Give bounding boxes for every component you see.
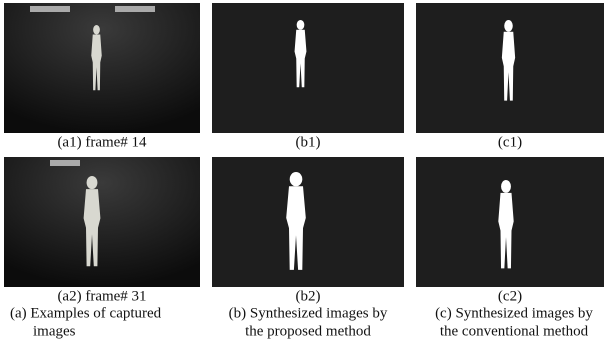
caption-line: the proposed method (245, 323, 371, 339)
panel-label: (b1) (296, 134, 321, 150)
panel-label: (c1) (498, 134, 522, 150)
panel-label: (a1) frame# 14 (57, 134, 147, 150)
caption-line: the conventional method (440, 323, 589, 339)
light (50, 160, 80, 166)
panel-label: (a2) frame# 31 (57, 288, 146, 304)
light (115, 6, 155, 12)
captured-image (4, 157, 200, 287)
panel-label: (c2) (498, 288, 522, 304)
caption-line: (c) Synthesized images by (435, 305, 593, 321)
captured-image (4, 3, 200, 133)
mask-image (212, 3, 404, 133)
mask-image (212, 157, 404, 287)
light (30, 6, 70, 12)
caption-line: (a) Examples of captured (10, 305, 162, 321)
panel-label: (b2) (296, 288, 321, 304)
caption-line: images (33, 323, 76, 339)
caption-line: (b) Synthesized images by (229, 305, 388, 321)
figure: (a1) frame# 14 (b1) (c1) (a2) frame# 31 … (0, 0, 606, 347)
